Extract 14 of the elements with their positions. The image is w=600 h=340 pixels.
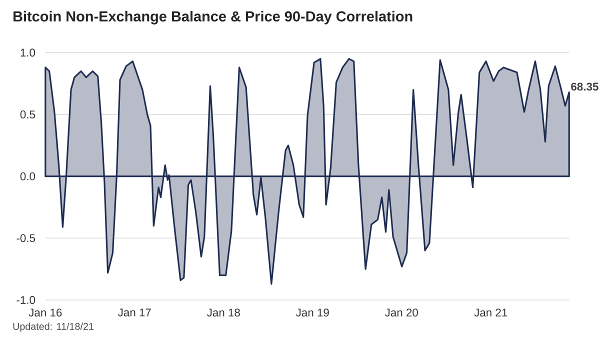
y-tick-label: 1.0 (20, 48, 36, 56)
annotation: 68.35 (571, 82, 598, 90)
x-tick-label: Jan 19 (296, 308, 329, 316)
chart-title: Bitcoin Non-Exchange Balance & Price 90-Day Correlation (14, 10, 412, 24)
y-tick-label: 0.5 (20, 110, 36, 118)
y-tick-label: -1.0 (16, 296, 36, 304)
x-tick-label: Jan 16 (28, 308, 62, 316)
x-tick-label: Jan 20 (384, 308, 418, 316)
y-tick-label: 0.0 (20, 172, 36, 180)
x-tick-label: Jan 17 (118, 308, 151, 316)
y-tick-label: -0.5 (16, 234, 36, 242)
text: Updated: 11/18/21 (13, 322, 94, 332)
x-tick-label: Jan 18 (207, 308, 240, 316)
x-tick-label: Jan 21 (474, 308, 508, 316)
